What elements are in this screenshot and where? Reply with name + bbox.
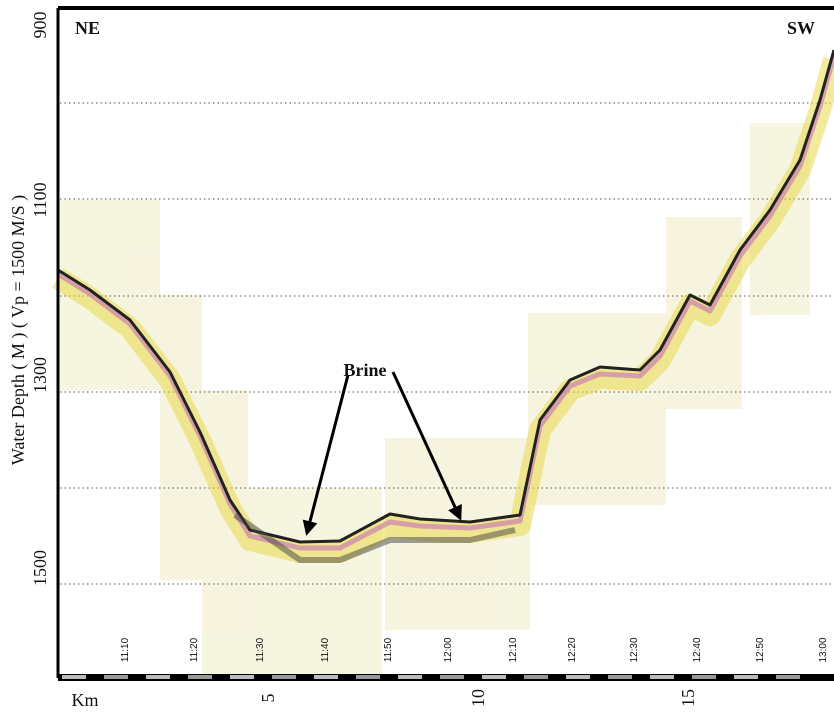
time-label: 11:10 [120,637,131,662]
y-tick-label: 1500 [30,550,50,586]
seafloor-reflection [52,49,834,563]
scale-bar-segment [608,675,632,679]
scale-bar-segment [776,675,800,679]
time-label: 13:00 [818,637,829,662]
time-label: 11:20 [189,637,200,662]
frame [56,6,834,678]
time-label: 12:20 [567,637,578,662]
time-label: 11:40 [320,637,331,662]
distance-scale-bar [58,674,834,681]
time-label: 12:10 [508,637,519,662]
scale-bar-segment [272,675,296,679]
scale-bar-segment [356,675,380,679]
time-label: 12:50 [755,637,766,662]
time-label: 12:40 [692,637,703,662]
distance-label: 5 [258,694,278,703]
axis-title: Water Depth ( M ) ( Vp = 1500 M/S ) [8,195,29,465]
time-label: 11:30 [255,637,266,662]
time-label: 12:00 [443,637,454,662]
scale-bar-segment [62,675,86,679]
scale-bar-segment [230,675,254,679]
scale-bar-segment [482,675,506,679]
y-tick-label: 900 [30,12,50,39]
distance-label: 15 [678,689,698,707]
scale-bar-segment [650,675,674,679]
time-label: 12:30 [629,637,640,662]
annotation: Brine [344,360,387,380]
scale-bar-segment [104,675,128,679]
direction-label: NE [75,18,100,38]
scale-bar-segment [188,675,212,679]
scale-bar-segment [314,675,338,679]
scale-bar-segment [440,675,464,679]
scale-bar-segment [566,675,590,679]
scale-bar-segment [398,675,422,679]
distance-label: 10 [468,689,488,707]
scale-bar-segment [524,675,548,679]
arrow [302,374,350,536]
y-tick-label: 1300 [30,357,50,393]
scale-bar-segment [692,675,716,679]
direction-label: SW [787,18,815,38]
time-label: 11:50 [383,637,394,662]
scale-bar-segment [734,675,758,679]
scale-bar-segment [146,675,170,679]
distance-unit: Km [72,690,99,710]
y-tick-label: 1100 [30,182,50,217]
arrow [391,371,462,521]
